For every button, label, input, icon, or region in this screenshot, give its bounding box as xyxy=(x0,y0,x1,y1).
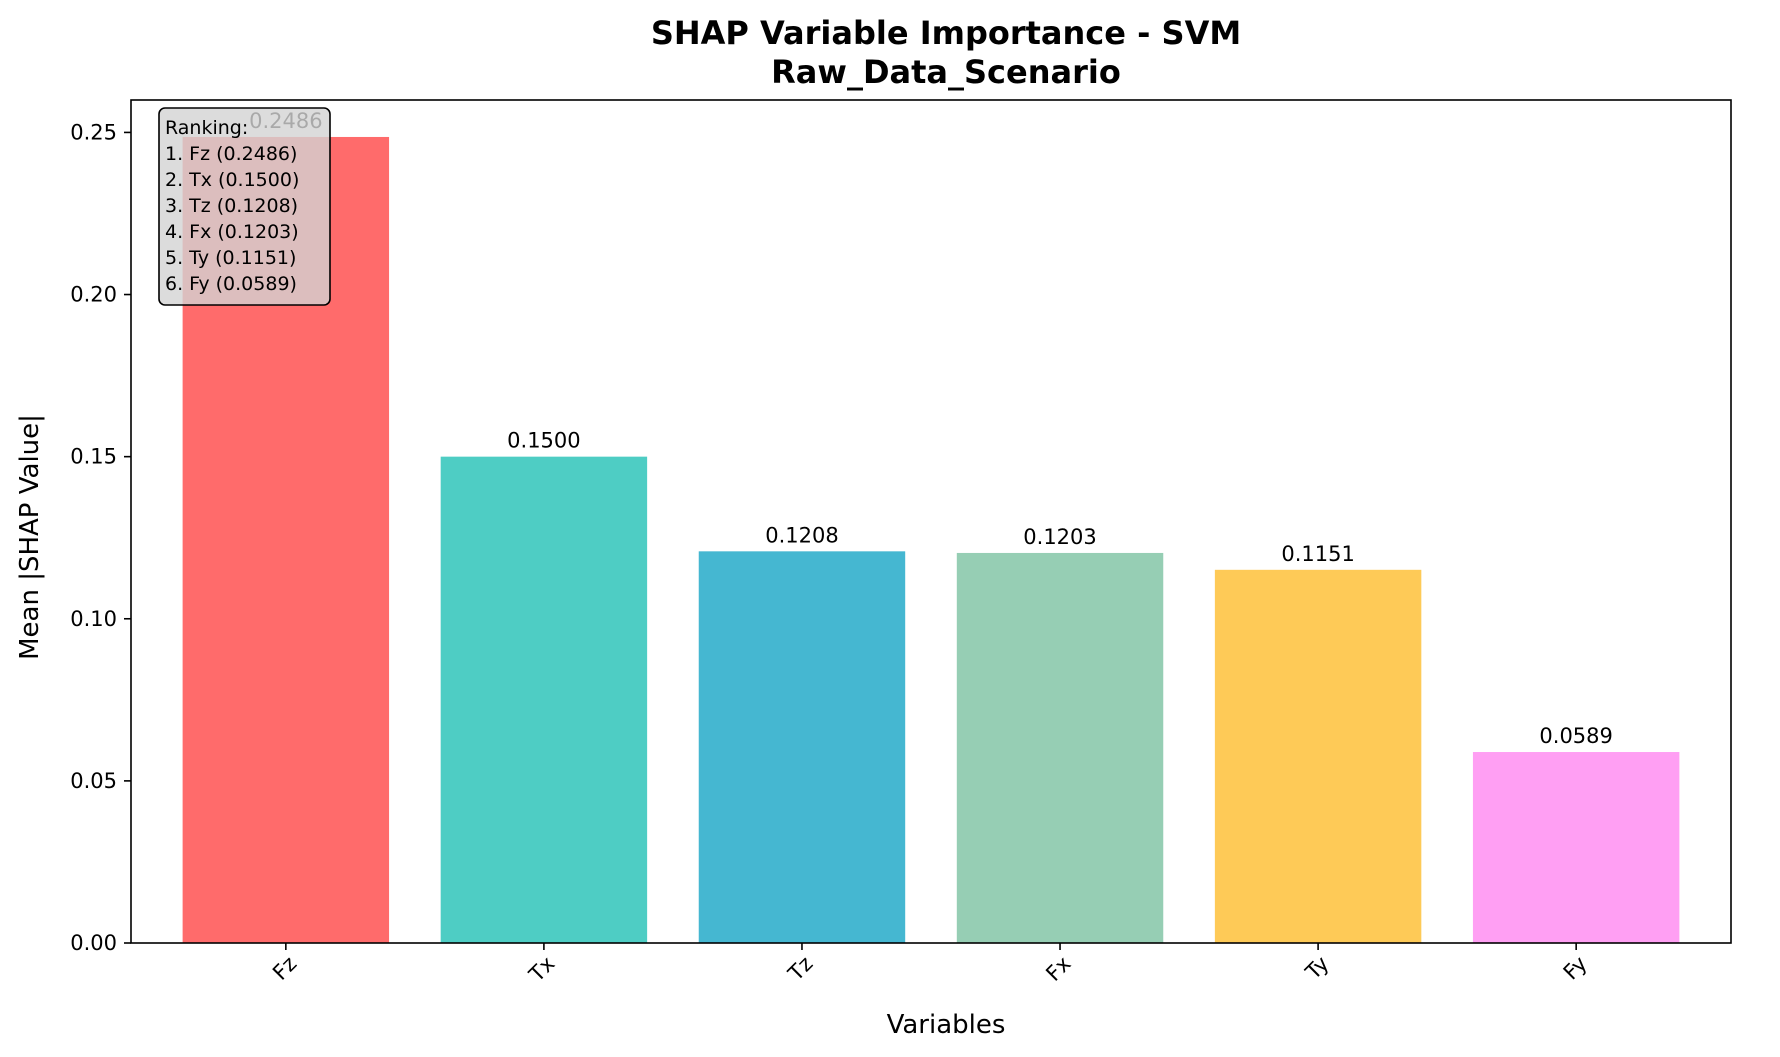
x-tick-label: Fz xyxy=(268,952,301,985)
x-tick-label: Ty xyxy=(1300,952,1333,985)
bar-tz xyxy=(698,551,906,943)
x-tick-label: Fx xyxy=(1041,952,1075,986)
y-axis: 0.00 0.05 0.10 0.15 0.20 0.25 xyxy=(70,120,131,955)
x-axis-label: Variables xyxy=(887,1010,1006,1040)
x-tick-label: Fy xyxy=(1559,952,1592,985)
bar-value-label: 0.1203 xyxy=(1023,525,1096,549)
bar-value-label: 0.1151 xyxy=(1281,542,1354,566)
ranking-line: 2. Tx (0.1500) xyxy=(165,169,299,191)
bars xyxy=(182,136,1680,944)
ranking-line: 6. Fy (0.0589) xyxy=(165,273,297,295)
y-tick-label: 0.05 xyxy=(70,769,117,793)
bar-fy xyxy=(1472,752,1680,943)
ranking-line: 1. Fz (0.2486) xyxy=(165,143,297,165)
y-axis-label: Mean |SHAP Value| xyxy=(15,414,45,660)
x-tick-label: Tz xyxy=(783,952,818,987)
bar-value-label: 0.1208 xyxy=(765,523,838,547)
bar-value-label: 0.0589 xyxy=(1539,724,1612,748)
x-tick-label: Tx xyxy=(524,952,560,988)
bar-ty xyxy=(1214,569,1422,943)
bar-value-label: 0.1500 xyxy=(507,429,580,453)
y-tick-label: 0.10 xyxy=(70,607,117,631)
y-tick-label: 0.25 xyxy=(70,120,117,144)
ranking-line: 5. Ty (0.1151) xyxy=(165,247,296,269)
ranking-line: 3. Tz (0.1208) xyxy=(165,195,298,217)
ranking-line: 4. Fx (0.1203) xyxy=(165,221,299,243)
bar-tx xyxy=(440,456,648,943)
bar-fx xyxy=(956,552,1164,943)
ranking-annotation: Ranking: 1. Fz (0.2486) 2. Tx (0.1500) 3… xyxy=(158,107,331,306)
chart-title: SHAP Variable Importance - SVM xyxy=(651,14,1241,52)
plot-frame xyxy=(130,99,1732,944)
y-tick-label: 0.15 xyxy=(70,445,117,469)
chart-subtitle: Raw_Data_Scenario xyxy=(771,53,1121,91)
ranking-line: Ranking: xyxy=(165,117,248,139)
y-tick-label: 0.20 xyxy=(70,283,117,307)
ranking-box-background xyxy=(158,107,331,306)
x-axis: Fz Tx Tz Fx Ty Fy xyxy=(268,943,1592,987)
y-tick-label: 0.00 xyxy=(70,931,117,955)
